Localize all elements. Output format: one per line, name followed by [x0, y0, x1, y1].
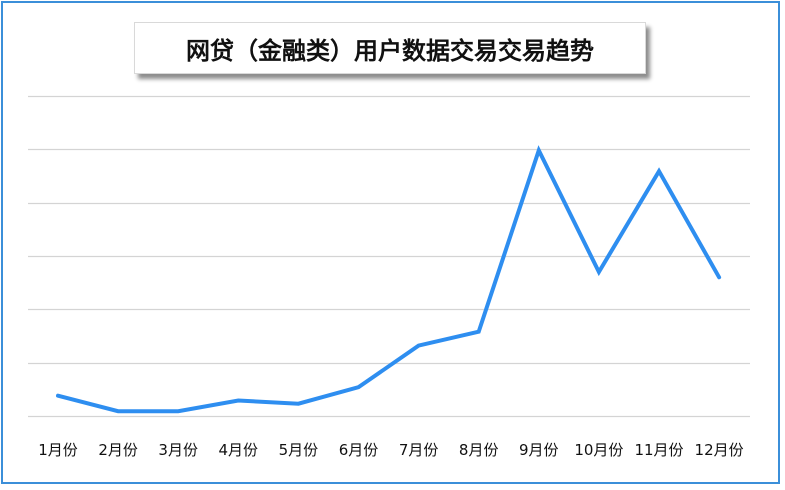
x-tick-label: 1月份	[38, 441, 78, 459]
x-tick-label: 9月份	[519, 441, 559, 459]
x-tick-label: 4月份	[219, 441, 259, 459]
x-tick-label: 5月份	[279, 441, 319, 459]
series-line-0	[56, 145, 722, 414]
x-tick-label: 8月份	[459, 441, 499, 459]
series-lines	[56, 145, 722, 414]
chart-title-box: 网贷（金融类）用户数据交易交易趋势	[134, 22, 646, 74]
x-tick-label: 7月份	[399, 441, 439, 459]
x-tick-label: 10月份	[574, 441, 623, 459]
x-tick-label: 2月份	[98, 441, 138, 459]
chart-title: 网贷（金融类）用户数据交易交易趋势	[186, 36, 594, 65]
gridlines	[28, 95, 750, 418]
x-tick-label: 11月份	[634, 441, 683, 459]
x-tick-label: 6月份	[339, 441, 379, 459]
chart-frame	[1, 1, 780, 484]
x-tick-label: 3月份	[158, 441, 198, 459]
x-tick-label: 12月份	[695, 441, 744, 459]
x-tick-labels: 1月份 2月份 3月份 4月份 5月份 6月份 7月份 8月份 9月份 10月份 11月份 12月份	[38, 441, 743, 459]
